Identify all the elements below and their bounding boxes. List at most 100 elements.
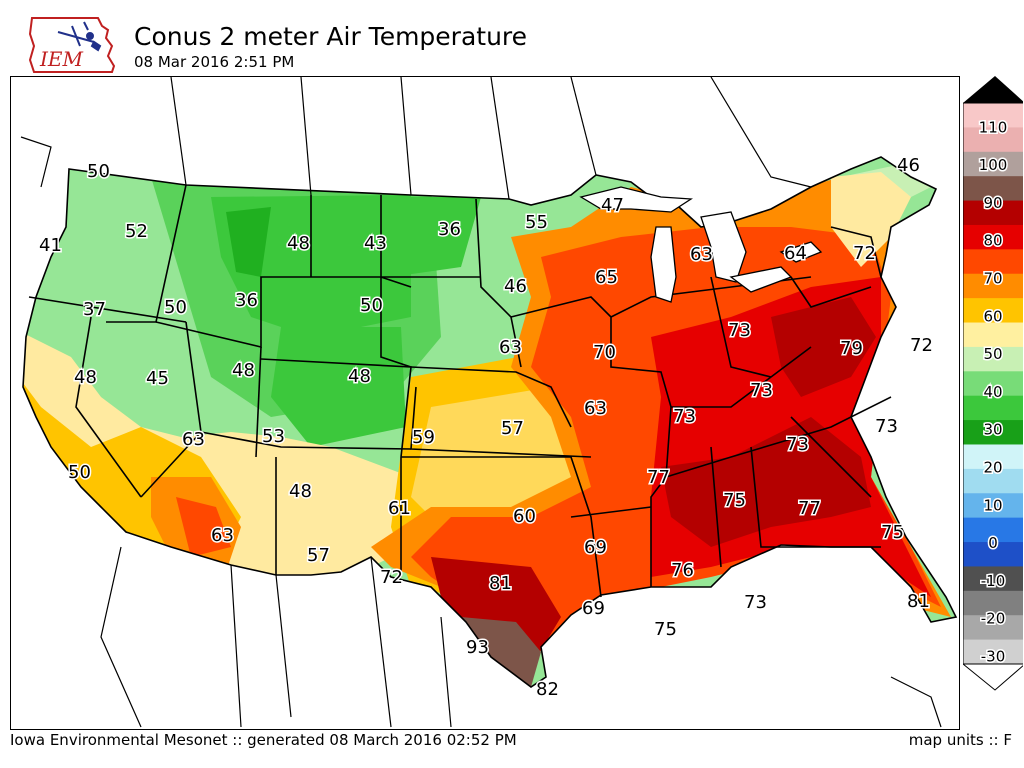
legend-band: [963, 273, 1024, 299]
legend-band: [963, 395, 1024, 421]
temp-label: 75: [654, 619, 677, 640]
temp-label: 48: [74, 367, 97, 388]
temp-label: 63: [499, 337, 522, 358]
temp-label: 75: [881, 522, 904, 543]
legend-tick-label: 60: [983, 307, 1002, 325]
legend-band: [963, 322, 1024, 348]
temp-label: 53: [262, 426, 285, 447]
temp-label: 57: [501, 418, 524, 439]
temp-label: 63: [182, 429, 205, 450]
temp-label: 75: [723, 490, 746, 511]
legend-over-arrow: [963, 76, 1024, 103]
legend-tick-label: 50: [983, 345, 1002, 363]
logo-text: IEM: [39, 47, 84, 71]
temperature-labels: 50 52 41 48 43 36 55 47 46 37 50 36 50 4…: [38, 154, 935, 702]
legend-band: [963, 200, 1024, 226]
temp-label: 50: [68, 462, 91, 483]
legend-tick-label: 40: [983, 383, 1002, 401]
temp-label: 76: [671, 560, 694, 581]
legend-band: [963, 224, 1024, 250]
temp-label: 50: [164, 297, 187, 318]
temp-label: 50: [360, 295, 383, 316]
legend-tick-label: 0: [988, 534, 998, 552]
footer-units: map units :: F: [908, 731, 1012, 749]
temp-label: 73: [875, 416, 898, 437]
legend-band: [963, 566, 1024, 592]
legend-band: [963, 468, 1024, 494]
temp-label: 69: [584, 537, 607, 558]
legend-bands: [963, 103, 1024, 665]
temp-label: 46: [897, 155, 920, 176]
legend-band: [963, 542, 1024, 567]
temp-label: 63: [690, 244, 713, 265]
map-canvas: 50 52 41 48 43 36 55 47 46 37 50 36 50 4…: [20, 77, 958, 728]
temp-label: 48: [289, 481, 312, 502]
temp-label: 55: [525, 212, 548, 233]
temp-label: 82: [536, 679, 559, 700]
temp-label: 45: [146, 368, 169, 389]
great-lakes: [579, 186, 823, 303]
legend-tick-label: 90: [983, 194, 1002, 212]
page-title: Conus 2 meter Air Temperature: [134, 22, 528, 51]
legend-band: [963, 249, 1024, 275]
color-legend: 110 100 90 80 70 60 50 40 30 20 10 0 -10 -20 -30: [962, 76, 1024, 692]
legend-band: [963, 493, 1024, 519]
temp-label: 60: [513, 506, 536, 527]
legend-tick-label: 10: [983, 496, 1002, 514]
legend-band: [963, 615, 1024, 641]
temp-label: 57: [307, 545, 330, 566]
temp-label: 59: [412, 427, 435, 448]
temp-label: 77: [647, 467, 670, 488]
legend-band: [963, 103, 1024, 128]
temp-label: 73: [673, 406, 696, 427]
legend-tick-label: 30: [983, 421, 1002, 439]
temp-label: 72: [853, 243, 876, 264]
legend-band: [963, 444, 1024, 470]
legend-tick-label: 20: [983, 458, 1002, 476]
temp-label: 93: [466, 637, 489, 658]
temp-label: 61: [388, 498, 411, 519]
temp-label: 43: [364, 233, 387, 254]
temp-label: 37: [83, 299, 106, 320]
temp-label: 69: [582, 598, 605, 619]
temp-label: 63: [584, 398, 607, 419]
temp-label: 41: [39, 235, 62, 256]
neighbor-borders: [20, 77, 942, 728]
temperature-contours: [23, 157, 956, 687]
legend-band: [963, 127, 1024, 153]
temp-label: 73: [728, 320, 751, 341]
temp-label: 46: [504, 276, 527, 297]
temp-label: 63: [211, 525, 234, 546]
legend-tick-label: 70: [983, 269, 1002, 287]
temp-label: 50: [87, 161, 110, 182]
temp-label: 64: [784, 243, 807, 264]
legend-frame: [962, 102, 1024, 665]
temp-label: 70: [593, 342, 616, 363]
legend-band: [963, 517, 1024, 543]
temp-label: 72: [380, 567, 403, 588]
temp-label: 36: [438, 219, 461, 240]
temp-label: 73: [750, 380, 773, 401]
legend-band: [963, 346, 1024, 372]
temp-label: 81: [489, 573, 512, 594]
legend-band: [963, 371, 1024, 397]
legend-tick-label: -30: [981, 647, 1006, 665]
temp-label: 48: [287, 233, 310, 254]
legend-tick-label: -20: [981, 610, 1006, 628]
temperature-map: 50 52 41 48 43 36 55 47 46 37 50 36 50 4…: [10, 76, 960, 730]
legend-band: [963, 176, 1024, 202]
temp-label: 73: [786, 434, 809, 455]
temp-label: 65: [595, 267, 618, 288]
legend-under-arrow: [962, 663, 1024, 691]
temp-label: 73: [744, 592, 767, 613]
footer-credit: Iowa Environmental Mesonet :: generated …: [10, 731, 517, 749]
temp-label: 79: [840, 338, 863, 359]
temp-label: 48: [348, 366, 371, 387]
iem-logo: IEM: [28, 16, 120, 74]
temp-label: 52: [125, 221, 148, 242]
legend-tick-label: -10: [981, 572, 1006, 590]
legend-band: [963, 298, 1024, 324]
temp-label: 77: [798, 498, 821, 519]
temp-label: 36: [235, 290, 258, 311]
